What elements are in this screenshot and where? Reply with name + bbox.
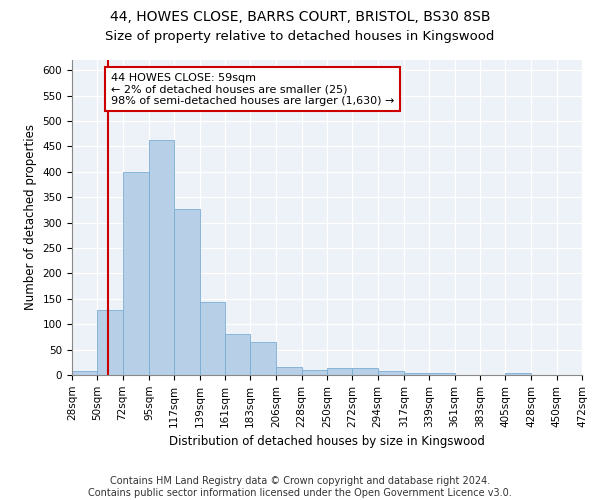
Text: 44, HOWES CLOSE, BARRS COURT, BRISTOL, BS30 8SB: 44, HOWES CLOSE, BARRS COURT, BRISTOL, B… xyxy=(110,10,490,24)
Bar xyxy=(199,302,225,375)
Bar xyxy=(97,310,122,375)
Bar xyxy=(377,372,404,375)
Bar xyxy=(327,368,352,375)
Bar xyxy=(429,374,455,375)
Bar xyxy=(352,368,377,375)
Text: Size of property relative to detached houses in Kingswood: Size of property relative to detached ho… xyxy=(106,30,494,43)
Text: Contains HM Land Registry data © Crown copyright and database right 2024.
Contai: Contains HM Land Registry data © Crown c… xyxy=(88,476,512,498)
Bar xyxy=(122,172,149,375)
X-axis label: Distribution of detached houses by size in Kingswood: Distribution of detached houses by size … xyxy=(169,435,485,448)
Bar xyxy=(174,209,199,375)
Bar xyxy=(225,334,250,375)
Text: 44 HOWES CLOSE: 59sqm
← 2% of detached houses are smaller (25)
98% of semi-detac: 44 HOWES CLOSE: 59sqm ← 2% of detached h… xyxy=(111,72,394,106)
Bar xyxy=(149,140,174,375)
Bar xyxy=(277,368,302,375)
Bar xyxy=(72,371,97,375)
Bar xyxy=(505,373,532,375)
Y-axis label: Number of detached properties: Number of detached properties xyxy=(24,124,37,310)
Bar xyxy=(250,342,277,375)
Bar xyxy=(302,370,327,375)
Bar xyxy=(404,373,429,375)
